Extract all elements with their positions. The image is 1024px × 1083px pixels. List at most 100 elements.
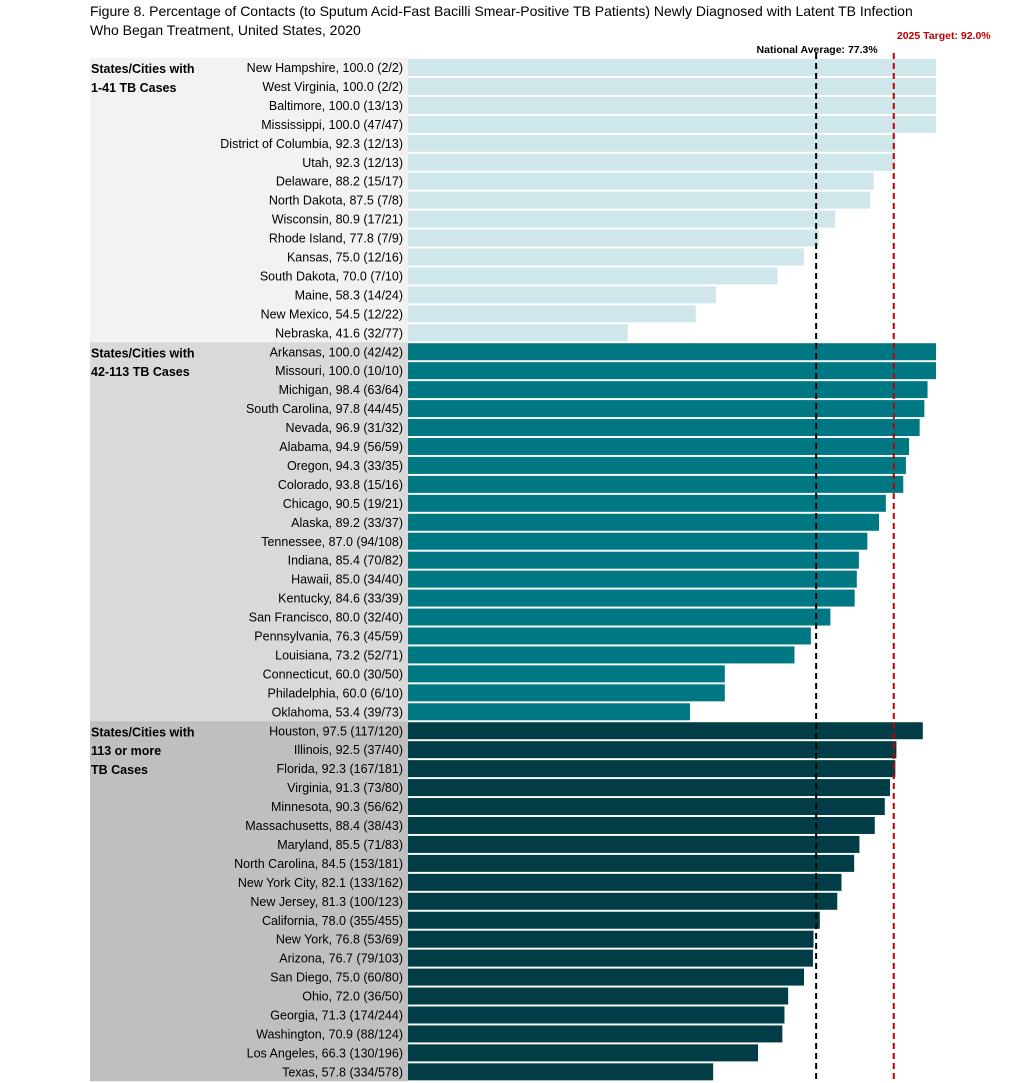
bar-label-south-dakota: South Dakota, 70.0 (7/10) (260, 269, 403, 283)
bar-label-colorado: Colorado, 93.8 (15/16) (278, 478, 403, 492)
bar-label-alaska: Alaska, 89.2 (33/37) (291, 516, 403, 530)
group-label-3-line-3: TB Cases (91, 763, 148, 777)
bar-label-new-hampshire: New Hampshire, 100.0 (2/2) (247, 61, 403, 75)
bar-label-rhode-island: Rhode Island, 77.8 (7/9) (269, 232, 403, 246)
group-label-1-line-1: States/Cities with (91, 62, 195, 76)
bar-wisconsin (408, 210, 836, 228)
bar-kansas (408, 248, 804, 266)
bar-virginia (408, 779, 891, 797)
bar-michigan (408, 381, 928, 399)
bar-label-district-of-columbia: District of Columbia, 92.3 (12/13) (220, 137, 403, 151)
bar-hawaii (408, 570, 857, 588)
bar-washington (408, 1025, 783, 1043)
bar-nebraska (408, 324, 628, 342)
bar-label-utah: Utah, 92.3 (12/13) (302, 156, 403, 170)
group-label-3-line-1: States/Cities with (91, 725, 195, 739)
group-label-2-line-2: 42-113 TB Cases (91, 365, 190, 379)
bar-label-pennsylvania: Pennsylvania, 76.3 (45/59) (254, 630, 403, 644)
bar-texas (408, 1063, 714, 1081)
bar-label-virginia: Virginia, 91.3 (73/80) (287, 781, 403, 795)
bar-district-of-columbia (408, 134, 896, 152)
bar-arkansas (408, 343, 936, 361)
chart-title-line-1: Figure 8. Percentage of Contacts (to Spu… (90, 3, 913, 19)
bar-label-maine: Maine, 58.3 (14/24) (295, 288, 403, 302)
bar-chicago (408, 494, 886, 512)
bar-kentucky (408, 589, 855, 607)
bar-label-georgia: Georgia, 71.3 (174/244) (270, 1009, 403, 1023)
bar-label-north-carolina: North Carolina, 84.5 (153/181) (234, 857, 403, 871)
bar-massachusetts (408, 816, 875, 834)
bar-houston (408, 722, 923, 740)
reference-label-2: 2025 Target: 92.0% (897, 30, 991, 42)
group-band-3 (90, 721, 408, 1082)
bar-alaska (408, 513, 879, 531)
bar-illinois (408, 741, 897, 759)
chart-title: Figure 8. Percentage of Contacts (to Spu… (90, 2, 950, 40)
bar-label-los-angeles: Los Angeles, 66.3 (130/196) (247, 1046, 403, 1060)
bar-label-california: California, 78.0 (355/455) (262, 914, 403, 928)
bar-label-illinois: Illinois, 92.5 (37/40) (294, 743, 403, 757)
bar-california (408, 911, 820, 929)
bar-label-minnesota: Minnesota, 90.3 (56/62) (271, 800, 403, 814)
bar-label-new-york: New York, 76.8 (53/69) (276, 933, 403, 947)
bar-label-houston: Houston, 97.5 (117/120) (269, 724, 403, 738)
bar-label-connecticut: Connecticut, 60.0 (30/50) (263, 667, 403, 681)
bar-new-jersey (408, 892, 838, 910)
bar-new-york (408, 930, 814, 948)
group-label-1-line-2: 1-41 TB Cases (91, 81, 177, 95)
bar-florida (408, 760, 896, 778)
bar-label-mississippi: Mississippi, 100.0 (47/47) (261, 118, 403, 132)
bar-utah (408, 153, 896, 171)
bar-connecticut (408, 665, 725, 683)
bar-label-kansas: Kansas, 75.0 (12/16) (287, 251, 403, 265)
group-label-2-line-1: States/Cities with (91, 346, 195, 360)
bar-south-carolina (408, 400, 925, 418)
bar-indiana (408, 551, 859, 569)
bar-rhode-island (408, 229, 819, 247)
bar-label-washington: Washington, 70.9 (88/124) (256, 1027, 403, 1041)
group-band-1 (90, 58, 408, 343)
bar-label-oklahoma: Oklahoma, 53.4 (39/73) (272, 705, 403, 719)
bar-south-dakota (408, 267, 778, 285)
bar-label-delaware: Delaware, 88.2 (15/17) (276, 175, 403, 189)
bar-label-louisiana: Louisiana, 73.2 (52/71) (275, 648, 403, 662)
bar-label-chicago: Chicago, 90.5 (19/21) (283, 497, 403, 511)
bar-louisiana (408, 646, 795, 664)
bar-label-san-diego: San Diego, 75.0 (60/80) (270, 971, 403, 985)
bar-label-nevada: Nevada, 96.9 (31/32) (286, 421, 403, 435)
bar-label-nebraska: Nebraska, 41.6 (32/77) (275, 326, 403, 340)
bar-label-ohio: Ohio, 72.0 (36/50) (302, 990, 403, 1004)
bar-san-diego (408, 968, 804, 986)
bar-los-angeles (408, 1044, 759, 1062)
bar-label-baltimore: Baltimore, 100.0 (13/13) (269, 99, 403, 113)
group-band-2 (90, 342, 408, 722)
bar-san-francisco (408, 608, 831, 626)
bar-baltimore (408, 96, 936, 114)
bar-label-texas: Texas, 57.8 (334/578) (282, 1065, 403, 1079)
bar-new-mexico (408, 305, 696, 323)
bar-label-florida: Florida, 92.3 (167/181) (277, 762, 403, 776)
bar-label-hawaii: Hawaii, 85.0 (34/40) (291, 573, 403, 587)
bar-new-york-city (408, 873, 842, 891)
bar-new-hampshire (408, 58, 936, 76)
bar-label-new-mexico: New Mexico, 54.5 (12/22) (261, 307, 403, 321)
bar-north-carolina (408, 854, 855, 872)
bar-label-north-dakota: North Dakota, 87.5 (7/8) (269, 194, 403, 208)
bar-missouri (408, 362, 936, 380)
bar-oklahoma (408, 703, 690, 721)
bar-georgia (408, 1006, 785, 1024)
reference-label-1: National Average: 77.3% (757, 44, 879, 56)
bar-label-kentucky: Kentucky, 84.6 (33/39) (278, 592, 403, 606)
bar-oregon (408, 456, 906, 474)
bar-nevada (408, 419, 920, 437)
bar-philadelphia (408, 684, 725, 702)
bar-colorado (408, 475, 904, 493)
bar-label-missouri: Missouri, 100.0 (10/10) (275, 364, 403, 378)
bar-ohio (408, 987, 789, 1005)
bar-label-new-york-city: New York City, 82.1 (133/162) (238, 876, 403, 890)
chart-title-line-2: Who Began Treatment, United States, 2020 (90, 22, 361, 38)
bar-label-wisconsin: Wisconsin, 80.9 (17/21) (272, 213, 403, 227)
bar-label-new-jersey: New Jersey, 81.3 (100/123) (250, 895, 403, 909)
